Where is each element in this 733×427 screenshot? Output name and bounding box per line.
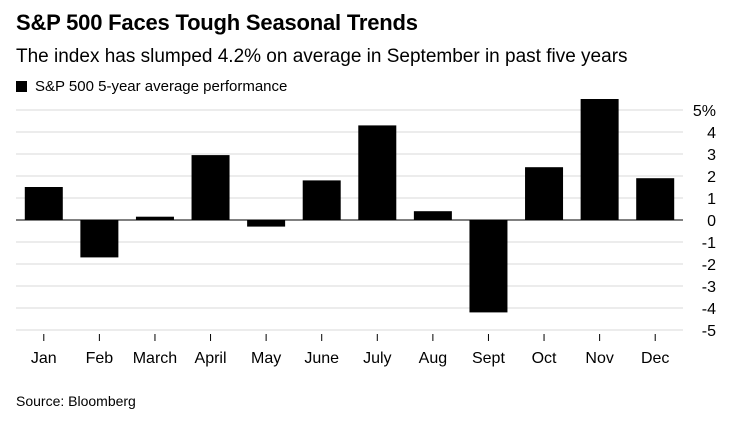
bar-may: [247, 220, 286, 227]
y-tick-label: -4: [702, 301, 716, 318]
bar-aug: [413, 211, 452, 220]
bar-nov: [580, 99, 619, 220]
bar-july: [358, 125, 397, 220]
y-tick-label: -5: [702, 323, 716, 340]
chart-title: S&P 500 Faces Tough Seasonal Trends: [16, 10, 418, 35]
chart-subtitle: The index has slumped 4.2% on average in…: [16, 46, 628, 67]
legend-swatch: [16, 81, 27, 92]
x-tick-label: Jan: [31, 350, 57, 367]
x-tick-label: July: [363, 350, 391, 367]
bar-april: [191, 155, 230, 220]
y-tick-label: 2: [707, 169, 716, 186]
tick-labels: 5% 4 3 2 1 0 -1 -2 -3 -4 -5 Jan Feb March April May June…: [31, 103, 716, 367]
y-tick-label: -2: [702, 257, 716, 274]
x-tick-label: Nov: [585, 350, 613, 367]
grid-lines: [16, 109, 683, 331]
bar-dec: [636, 178, 675, 220]
x-tick-label: Oct: [532, 350, 557, 367]
y-tick-label: 0: [707, 213, 716, 230]
y-tick-label: -1: [702, 235, 716, 252]
bar-oct: [525, 167, 564, 220]
x-tick-label: Feb: [86, 350, 114, 367]
axes: [16, 219, 683, 341]
bar-feb: [80, 220, 119, 258]
y-tick-label: 3: [707, 147, 716, 164]
chart-legend: S&P 500 5-year average performance: [16, 78, 287, 95]
bar-jan: [24, 187, 63, 220]
y-tick-label: -3: [702, 279, 716, 296]
bar-sept: [469, 220, 508, 313]
x-tick-label: June: [304, 350, 339, 367]
x-tick-label: May: [251, 350, 281, 367]
x-tick-label: March: [133, 350, 177, 367]
legend-label: S&P 500 5-year average performance: [35, 78, 288, 95]
x-tick-label: Aug: [419, 350, 447, 367]
bar-june: [302, 180, 341, 220]
bars: [24, 99, 675, 313]
y-tick-label: 1: [707, 191, 716, 208]
y-tick-label: 4: [707, 125, 716, 142]
x-tick-label: April: [195, 350, 227, 367]
y-tick-label: 5%: [693, 103, 716, 120]
source-note: Source: Bloomberg: [16, 393, 136, 409]
bar-march: [135, 216, 174, 220]
x-tick-label: Dec: [641, 350, 669, 367]
x-tick-label: Sept: [472, 350, 505, 367]
